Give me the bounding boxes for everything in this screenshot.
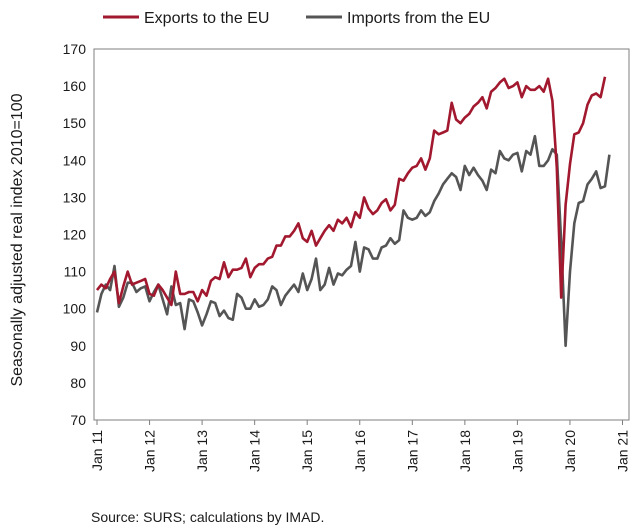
legend: Exports to the EU Imports from the EU (103, 10, 490, 27)
legend-label-imports: Imports from the EU (347, 10, 490, 27)
y-tick-label: 120 (63, 227, 87, 243)
x-tick-label: Jan 15 (299, 430, 315, 472)
x-tick-label: Jan 20 (562, 430, 578, 472)
x-tick-label: Jan 18 (457, 430, 473, 472)
x-tick-label: Jan 11 (89, 430, 105, 471)
y-tick-label: 110 (64, 264, 87, 280)
series-line-exports (95, 76, 607, 307)
y-tick-label: 160 (63, 78, 87, 94)
plot-frame (93, 48, 630, 421)
series-line-imports (95, 134, 611, 348)
x-tick-label: Jan 12 (142, 430, 158, 472)
y-axis-ticks: 70 80 90 100 110 120 130 140 150 160 170 (63, 41, 87, 428)
y-tick-label: 130 (63, 189, 87, 205)
y-tick-label: 140 (63, 152, 87, 168)
x-tick-label: Jan 13 (194, 430, 210, 472)
x-tick-label: Jan 17 (404, 430, 420, 472)
y-axis-title: Seasonally adjusted real index 2010=100 (9, 93, 26, 386)
y-tick-label: 150 (63, 115, 87, 131)
x-axis-ticks: Jan 11 Jan 12 Jan 13 Jan 14 Jan 15 Jan 16 Jan … (89, 420, 631, 472)
x-tick-label: Jan 19 (509, 430, 525, 472)
series-layer (95, 76, 611, 348)
x-tick-label: Jan 21 (615, 430, 631, 472)
y-tick-label: 90 (70, 338, 86, 354)
y-tick-label: 100 (63, 301, 87, 317)
y-tick-label: 70 (70, 412, 86, 428)
y-tick-label: 80 (70, 375, 86, 391)
source-note: Source: SURS; calculations by IMAD. (91, 509, 324, 525)
x-tick-label: Jan 14 (247, 430, 263, 472)
x-tick-label: Jan 16 (352, 430, 368, 472)
y-tick-label: 170 (63, 41, 87, 57)
legend-label-exports: Exports to the EU (144, 10, 269, 27)
